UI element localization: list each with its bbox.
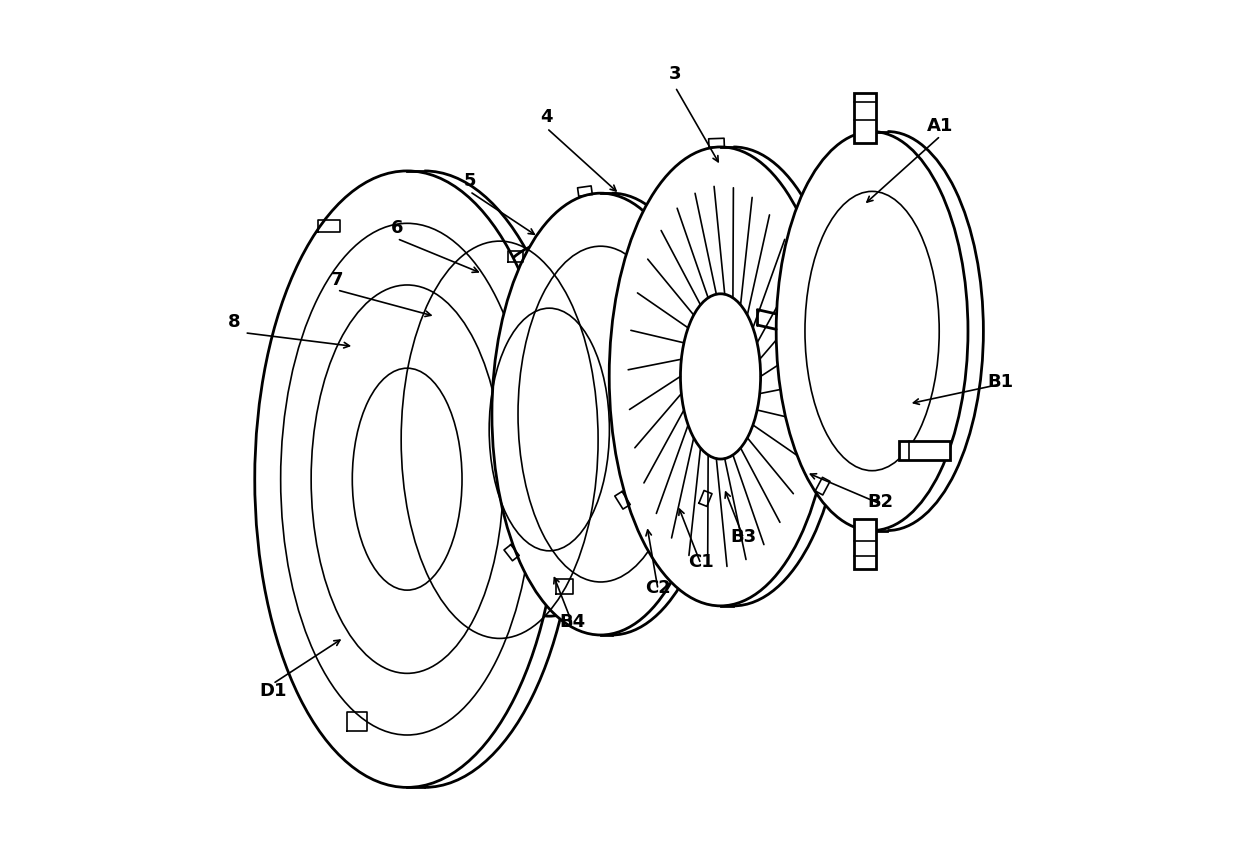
Text: B2: B2 [867,493,893,511]
Text: A1: A1 [928,117,954,135]
Text: 4: 4 [540,108,553,126]
Ellipse shape [492,193,710,635]
Text: C2: C2 [646,579,670,597]
Bar [854,93,876,143]
Bar [900,442,950,460]
Ellipse shape [610,147,831,606]
Ellipse shape [680,294,761,459]
Text: 8: 8 [228,314,240,332]
Ellipse shape [255,171,560,788]
Bar [854,520,876,569]
Text: 3: 3 [669,65,681,83]
Text: B3: B3 [731,527,757,545]
Text: B4: B4 [559,613,586,631]
Ellipse shape [776,131,968,531]
Text: 7: 7 [331,271,343,289]
Text: C1: C1 [688,553,714,571]
Ellipse shape [457,243,642,616]
Text: 5: 5 [463,172,476,190]
Text: D1: D1 [259,682,286,699]
Text: 6: 6 [390,219,403,237]
Text: B1: B1 [987,374,1014,392]
